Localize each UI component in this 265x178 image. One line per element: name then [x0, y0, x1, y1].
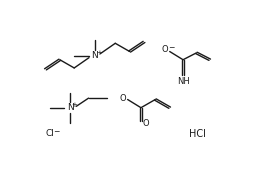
Text: O: O: [143, 119, 149, 128]
Text: HCl: HCl: [189, 129, 206, 139]
Text: −: −: [53, 127, 59, 136]
Text: NH: NH: [177, 77, 189, 86]
Text: −: −: [169, 43, 175, 52]
Text: Cl: Cl: [45, 129, 54, 138]
Text: N: N: [67, 103, 73, 112]
Text: O: O: [162, 45, 169, 54]
Text: +: +: [72, 102, 78, 108]
Text: N: N: [91, 51, 98, 60]
Text: O: O: [119, 94, 126, 103]
Text: +: +: [96, 50, 102, 56]
